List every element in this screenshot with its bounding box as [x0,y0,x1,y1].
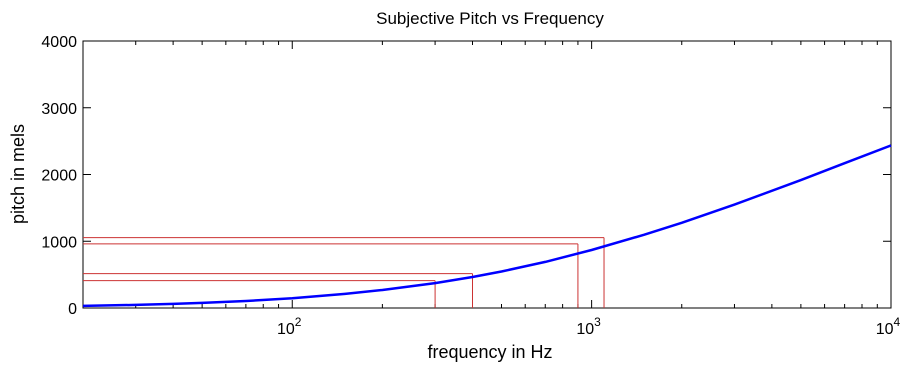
x-axis-label: frequency in Hz [427,342,552,362]
y-axis-label: pitch in mels [8,124,28,224]
plot-frame [82,40,892,309]
chart-title: Subjective Pitch vs Frequency [376,9,604,28]
x-tick-label-0: 102 [277,315,302,338]
y-tick-label-1: 1000 [41,234,77,251]
series-line-0 [82,144,892,308]
x-tick-label-2: 104 [876,315,901,338]
plot-area: 102 103 104 0 1000 2000 3000 4000 [41,34,900,338]
x-tick-label-1: 103 [576,315,601,338]
y-tick-label-2: 2000 [41,168,77,185]
y-tick-label-0: 0 [68,301,77,318]
y-tick-label-4: 4000 [41,34,77,51]
y-tick-label-3: 3000 [41,101,77,118]
